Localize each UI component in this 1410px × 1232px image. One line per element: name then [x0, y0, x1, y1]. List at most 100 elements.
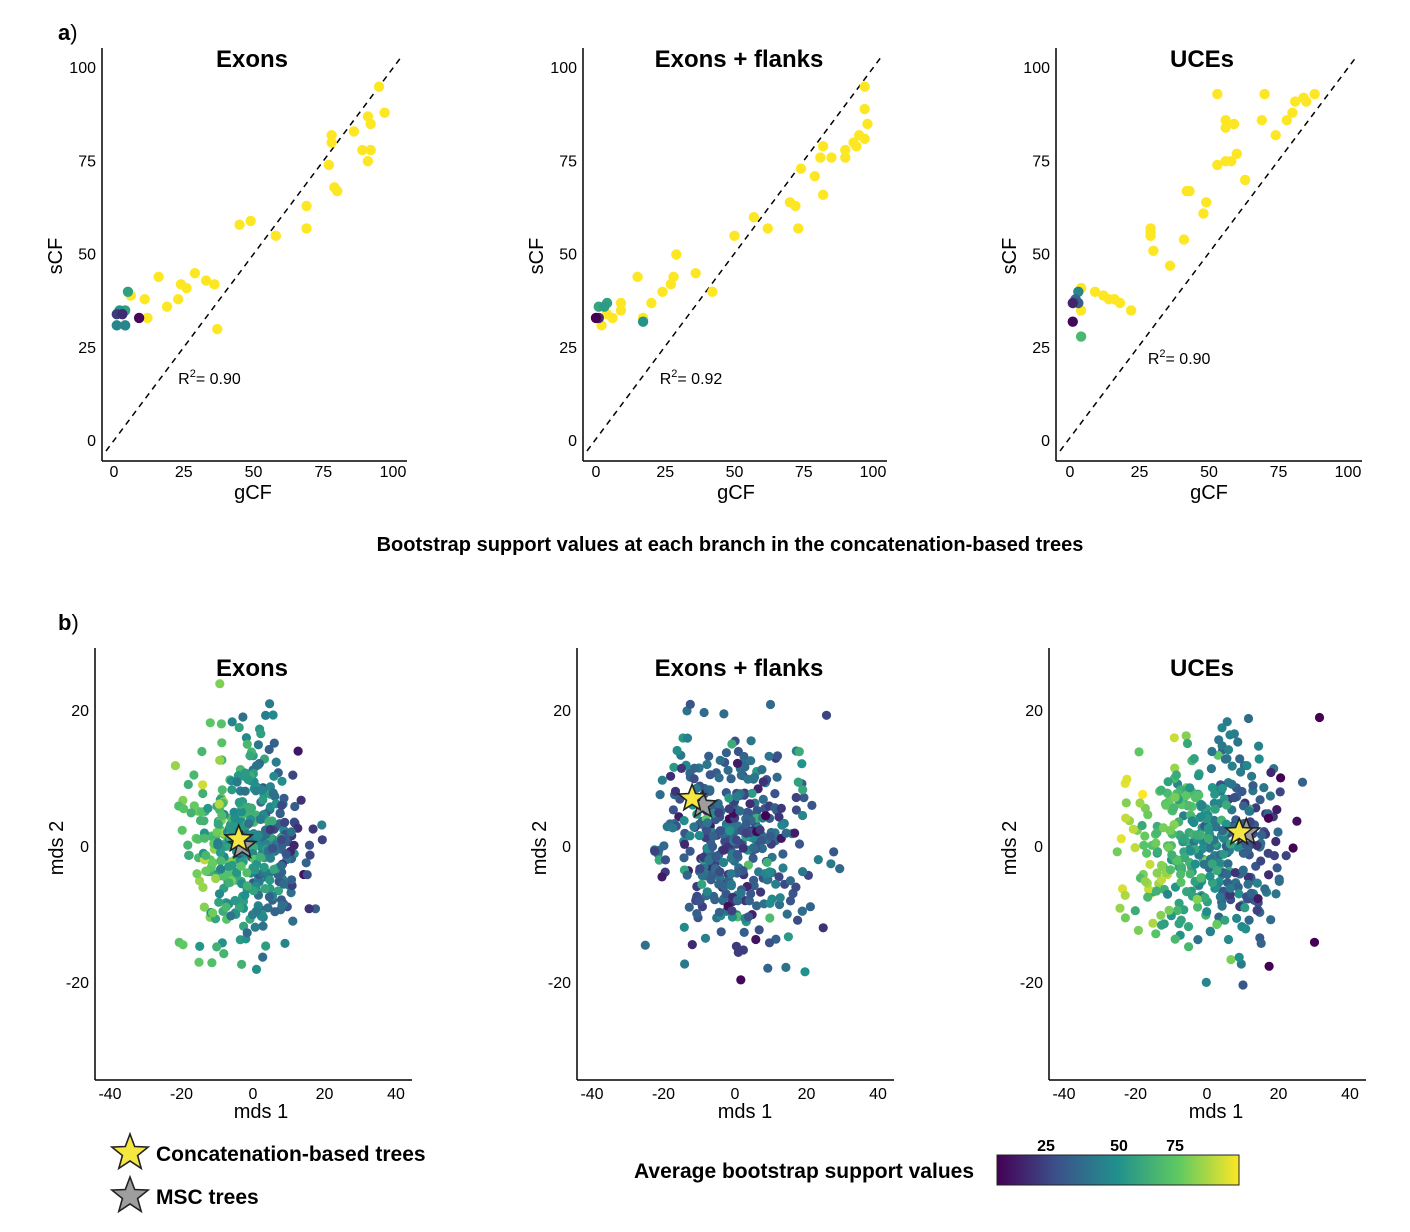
data-point — [615, 305, 627, 316]
colorbar-tick-25: 25 — [1037, 1138, 1055, 1155]
tree-point — [1243, 713, 1254, 724]
tree-point — [1189, 754, 1199, 764]
tree-point — [778, 863, 788, 873]
tree-point — [685, 846, 695, 856]
tree-point — [826, 859, 836, 869]
tree-point — [1185, 869, 1195, 879]
data-point — [142, 312, 153, 324]
y-tick-label: 0 — [568, 433, 577, 450]
tree-point — [676, 763, 687, 774]
tree-point — [748, 843, 759, 853]
tree-point — [679, 816, 689, 826]
data-point — [809, 170, 821, 182]
identity-line — [105, 56, 402, 452]
data-point — [189, 267, 201, 279]
tree-point — [1186, 846, 1196, 856]
tree-point — [1203, 823, 1213, 834]
legend-msc: MSC trees — [109, 1174, 259, 1214]
tree-point — [1233, 737, 1243, 747]
tree-point — [732, 792, 742, 802]
y-tick-label: 25 — [78, 340, 96, 357]
data-point — [1212, 88, 1223, 100]
tree-point — [1243, 845, 1253, 855]
tree-point — [1271, 836, 1281, 847]
tree-point — [214, 799, 224, 809]
tree-point — [179, 804, 189, 814]
x-tick-label: -20 — [1124, 1086, 1147, 1103]
tree-point — [774, 900, 785, 910]
data-point — [153, 271, 164, 283]
tree-point — [289, 840, 299, 851]
data-point — [1259, 88, 1270, 100]
tree-point — [741, 819, 751, 829]
tree-point — [230, 895, 240, 906]
y-axis-title: mds 2 — [999, 821, 1021, 875]
tree-point — [263, 903, 273, 913]
tree-point — [245, 751, 255, 761]
tree-point — [1192, 894, 1202, 905]
tree-point — [1240, 903, 1250, 913]
tree-point — [256, 729, 266, 739]
tree-point — [1196, 812, 1206, 822]
tree-point — [763, 963, 773, 973]
data-point — [637, 316, 649, 327]
x-tick-label: 100 — [1335, 464, 1362, 481]
tree-point — [805, 902, 816, 912]
tree-point — [666, 771, 676, 781]
legend-concatenation-label: Concatenation-based trees — [156, 1143, 426, 1166]
tree-point — [793, 777, 803, 787]
tree-point — [1309, 937, 1320, 947]
tree-point — [1190, 859, 1200, 869]
x-tick-label: 75 — [1270, 464, 1288, 481]
x-tick-label: 20 — [798, 1086, 816, 1103]
x-tick-label: 25 — [175, 464, 193, 481]
tree-point — [261, 710, 271, 721]
tree-point — [1152, 886, 1162, 896]
x-tick-label: 20 — [1270, 1086, 1288, 1103]
tree-point — [1142, 848, 1152, 858]
tree-point — [774, 872, 784, 882]
tree-point — [252, 906, 262, 916]
tree-point — [1139, 840, 1149, 851]
data-point — [1226, 156, 1237, 167]
tree-point — [1205, 843, 1215, 853]
tree-point — [1174, 898, 1184, 908]
tree-point — [781, 962, 791, 973]
msc-star-icon — [109, 1174, 151, 1214]
tree-point — [238, 712, 248, 722]
y-tick-label: 100 — [550, 60, 577, 77]
tree-point — [208, 858, 218, 868]
tree-point — [1264, 961, 1274, 971]
tree-point — [1257, 830, 1267, 840]
tree-point — [258, 952, 268, 962]
tree-point — [718, 857, 729, 868]
tree-point — [1156, 920, 1167, 930]
tree-point — [757, 765, 767, 775]
tree-point — [697, 879, 707, 890]
tree-point — [705, 770, 715, 780]
plot-title: UCEs — [1170, 46, 1234, 73]
tree-point — [1235, 754, 1245, 764]
data-point — [301, 200, 312, 212]
tree-point — [286, 888, 296, 898]
x-tick-label: 0 — [592, 464, 601, 481]
data-point — [332, 185, 343, 197]
x-tick-label: 40 — [1341, 1086, 1359, 1103]
y-axis-title: mds 2 — [529, 821, 551, 875]
y-tick-label: 0 — [1041, 433, 1050, 450]
tree-point — [1179, 811, 1189, 821]
tree-point — [764, 751, 774, 761]
tree-point — [785, 876, 796, 886]
tree-point — [276, 835, 287, 845]
data-point — [111, 320, 122, 331]
tree-point — [242, 868, 252, 878]
tree-point — [251, 964, 262, 975]
tree-point — [261, 941, 271, 951]
r-squared-annotation: R2= 0.92 — [660, 368, 723, 388]
tree-point — [281, 849, 291, 859]
tree-point — [1274, 876, 1284, 887]
tree-point — [657, 775, 667, 785]
tree-point — [1116, 834, 1126, 844]
tree-point — [716, 927, 726, 937]
x-axis-title: gCF — [1190, 482, 1228, 504]
